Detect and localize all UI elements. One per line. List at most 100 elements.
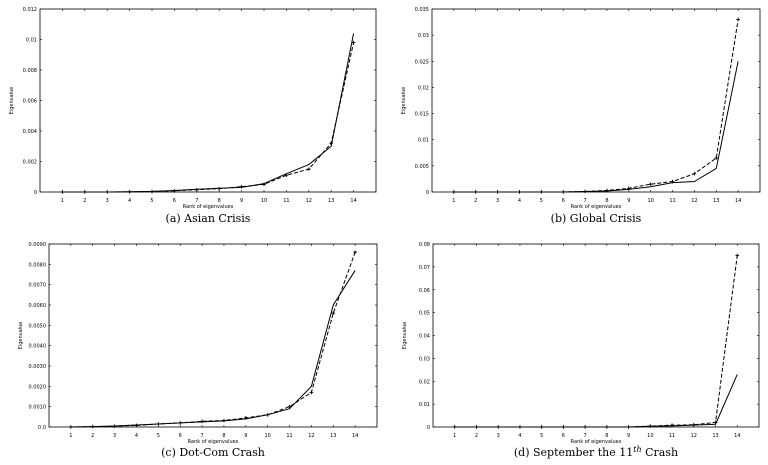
x-tick-label: 11 — [283, 198, 289, 204]
data-point-marker — [626, 425, 631, 429]
data-point-marker — [561, 425, 566, 429]
data-point-marker — [583, 189, 587, 194]
x-tick-label: 14 — [350, 198, 356, 204]
data-point-marker — [200, 419, 204, 424]
caption-main: (d) September the 11 — [514, 446, 633, 459]
chart-panel-3: 1 2 3 4 5 6 7 8 9 10 11 12 13 1400.010.020.030.040.05… — [402, 242, 760, 459]
data-point-marker — [307, 167, 311, 171]
x-axis-label: Rank of eigenvalues — [571, 439, 622, 445]
data-point-marker — [331, 311, 336, 315]
x-tick-label: 8 — [218, 198, 221, 204]
data-point-marker — [605, 425, 609, 429]
x-tick-label: 9 — [627, 198, 630, 204]
x-tick-label: 1 — [453, 433, 456, 439]
panel-caption: (d) September the 11th Crash — [514, 445, 678, 459]
chart-panel-0: 1 2 3 4 5 6 7 8 9 10 11 12 13 1400.0020.0040.0060.008… — [9, 7, 377, 225]
y-tick-label: 0.0090 — [29, 242, 47, 248]
data-point-marker — [69, 425, 73, 429]
data-point-marker — [713, 420, 718, 425]
y-tick-label: 0.01 — [418, 138, 429, 144]
y-tick-label: 0.02 — [418, 85, 429, 91]
data-point-marker — [195, 187, 199, 192]
data-point-marker — [112, 424, 117, 428]
y-tick-label: 0.0080 — [29, 262, 47, 268]
x-tick-label: 8 — [605, 198, 608, 204]
x-tick-label: 10 — [647, 433, 653, 439]
data-point-marker — [134, 423, 139, 428]
data-point-marker — [473, 190, 478, 194]
data-point-marker — [692, 171, 697, 176]
data-point-marker — [452, 190, 456, 194]
series-line-solid — [70, 270, 356, 428]
y-tick-label: 0 — [34, 190, 37, 196]
x-tick-label: 13 — [712, 433, 718, 439]
y-tick-label: 0.03 — [418, 33, 429, 39]
x-tick-label: 6 — [179, 433, 182, 439]
data-point-marker — [496, 425, 500, 429]
caption-superscript: th — [633, 445, 641, 454]
panel-caption: (b) Global Crisis — [551, 212, 642, 225]
x-tick-label: 6 — [562, 198, 565, 204]
y-tick-label: 0.08 — [419, 242, 430, 248]
x-tick-label: 11 — [669, 433, 675, 439]
plot-frame — [48, 243, 378, 428]
data-point-marker — [172, 188, 177, 193]
y-tick-label: 0.035 — [415, 7, 429, 13]
x-tick-label: 4 — [128, 198, 131, 204]
y-axis-label: Eigenvalue — [401, 87, 407, 115]
data-point-marker — [452, 425, 457, 429]
data-point-marker — [287, 404, 292, 409]
y-tick-label: 0.008 — [23, 68, 37, 74]
series-line-dashed — [62, 42, 355, 193]
x-tick-label: 12 — [691, 198, 697, 204]
x-tick-label: 3 — [497, 433, 500, 439]
data-point-marker — [156, 422, 161, 426]
y-tick-label: 0.0 — [38, 425, 46, 431]
x-axis-label: Rank of eigenvalues — [188, 439, 239, 445]
y-tick-label: 0.012 — [23, 7, 37, 13]
plot-frame — [432, 243, 760, 428]
y-tick-label: 0.0060 — [29, 303, 47, 309]
caption-suffix: Crash — [642, 446, 678, 459]
x-tick-label: 4 — [135, 433, 138, 439]
data-point-marker — [244, 416, 248, 420]
data-point-marker — [648, 182, 653, 186]
x-tick-label: 3 — [496, 198, 499, 204]
x-axis-label: Rank of eigenvalues — [183, 204, 234, 210]
data-point-marker — [262, 182, 266, 187]
y-tick-label: 0.06 — [419, 288, 430, 294]
data-point-marker — [329, 141, 333, 145]
y-tick-label: 0.025 — [415, 59, 429, 65]
plot-frame — [431, 8, 761, 193]
plot-frame — [39, 8, 377, 193]
x-tick-label: 8 — [605, 433, 608, 439]
x-tick-label: 10 — [647, 198, 653, 204]
x-tick-label: 10 — [261, 198, 267, 204]
y-axis-label: Eigenvalue — [402, 322, 408, 350]
y-tick-label: 0.0050 — [29, 323, 47, 329]
data-point-marker — [60, 190, 65, 194]
x-tick-label: 9 — [244, 433, 247, 439]
data-point-marker — [627, 186, 631, 191]
series-line-dashed — [454, 255, 738, 428]
panel-caption: (a) Asian Crisis — [166, 212, 251, 225]
y-tick-label: 0.005 — [415, 164, 429, 170]
y-tick-label: 0.006 — [23, 99, 37, 105]
data-point-marker — [150, 189, 154, 194]
x-tick-label: 13 — [713, 198, 719, 204]
y-tick-label: 0.0020 — [29, 384, 47, 390]
data-point-marker — [353, 250, 357, 254]
x-tick-label: 1 — [61, 198, 64, 204]
data-point-marker — [178, 421, 182, 425]
data-point-marker — [714, 156, 719, 160]
data-point-marker — [735, 253, 740, 258]
y-tick-label: 0.004 — [23, 129, 37, 135]
data-point-marker — [83, 190, 87, 194]
x-tick-label: 2 — [83, 198, 86, 204]
x-tick-label: 4 — [518, 198, 521, 204]
data-point-marker — [648, 424, 653, 428]
x-tick-label: 2 — [475, 433, 478, 439]
data-point-marker — [670, 179, 675, 184]
y-tick-label: 0.01 — [419, 402, 430, 408]
